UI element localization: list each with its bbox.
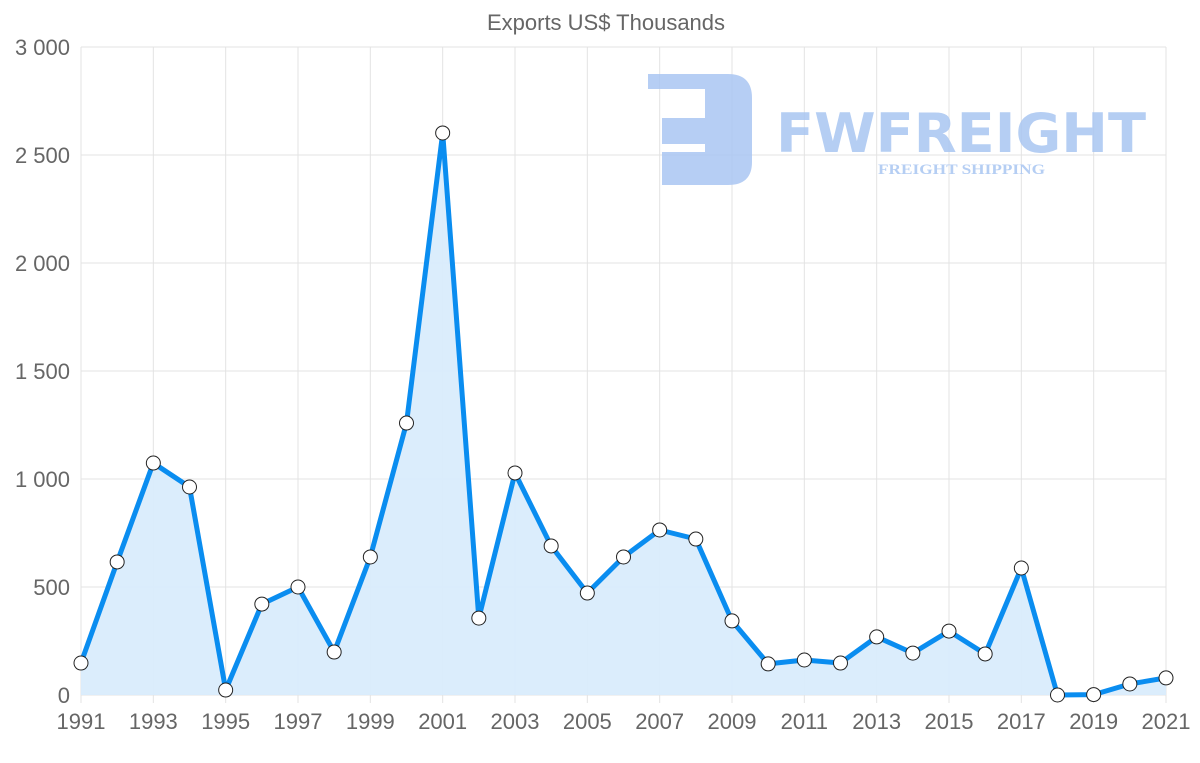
- y-tick-label: 0: [58, 683, 70, 708]
- logo-mark-icon: [648, 74, 752, 185]
- y-tick-label: 3 000: [15, 35, 70, 60]
- x-tick-label: 1991: [57, 709, 106, 734]
- data-point: [218, 682, 234, 698]
- y-tick-label: 2 500: [15, 143, 70, 168]
- x-tick-label: 2017: [997, 709, 1046, 734]
- x-tick-label: 2015: [925, 709, 974, 734]
- y-tick-label: 500: [33, 575, 70, 600]
- series-exports: [73, 125, 1174, 703]
- data-point: [471, 610, 487, 626]
- data-point: [579, 585, 595, 601]
- data-point: [1086, 687, 1102, 703]
- data-point: [1013, 560, 1029, 576]
- data-point: [254, 596, 270, 612]
- axes: 0 500 1 000 1 500 2 000 2 500 3 000 1991 1993 199…: [15, 35, 1191, 734]
- x-tick-label: 2003: [491, 709, 540, 734]
- data-point: [109, 554, 125, 570]
- x-tick-label: 2013: [852, 709, 901, 734]
- data-point: [435, 125, 451, 141]
- data-point: [326, 644, 342, 660]
- y-tick-label: 1 000: [15, 467, 70, 492]
- x-tick-label: 2011: [781, 709, 828, 734]
- watermark-brand: FWFREIGHT: [776, 102, 1146, 165]
- data-point: [145, 455, 161, 471]
- data-point: [73, 655, 89, 671]
- data-point: [616, 549, 631, 565]
- watermark-logo: FWFREIGHT FREIGHT SHIPPING: [648, 74, 1146, 185]
- chart-title: Exports US$ Thousands: [487, 10, 725, 35]
- data-point: [399, 415, 414, 431]
- x-tick-label: 2021: [1142, 709, 1191, 734]
- data-point: [905, 645, 921, 661]
- watermark-tagline: FREIGHT SHIPPING: [878, 162, 1045, 178]
- x-tick-label: 1999: [346, 709, 395, 734]
- data-point: [182, 479, 197, 495]
- data-point: [652, 522, 668, 538]
- data-point: [290, 579, 306, 595]
- data-point: [941, 623, 957, 639]
- x-tick-label: 2005: [563, 709, 612, 734]
- x-tick-label: 1997: [274, 709, 323, 734]
- x-tick-label: 2007: [635, 709, 684, 734]
- y-tick-label: 2 000: [15, 251, 70, 276]
- data-point: [977, 646, 993, 662]
- x-tick-label: 2001: [418, 709, 467, 734]
- data-point: [796, 652, 812, 668]
- data-point: [507, 465, 523, 481]
- area-fill: [81, 133, 1166, 695]
- data-point: [724, 613, 740, 629]
- data-point: [1122, 676, 1138, 692]
- x-tick-label: 2009: [708, 709, 757, 734]
- data-point: [869, 629, 885, 645]
- x-tick-label: 1995: [201, 709, 250, 734]
- data-point: [362, 549, 378, 565]
- data-point: [1158, 670, 1174, 686]
- x-tick-label: 2019: [1069, 709, 1118, 734]
- x-tick-label: 1993: [129, 709, 178, 734]
- data-point: [688, 531, 704, 547]
- data-point: [760, 656, 776, 672]
- data-point: [833, 655, 848, 671]
- data-point: [543, 538, 559, 554]
- y-tick-label: 1 500: [15, 359, 70, 384]
- data-point: [1050, 687, 1065, 703]
